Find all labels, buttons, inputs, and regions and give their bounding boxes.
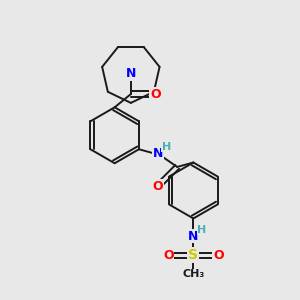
Text: S: S xyxy=(188,248,198,262)
Text: O: O xyxy=(152,180,163,193)
Text: CH₃: CH₃ xyxy=(182,269,205,279)
Text: N: N xyxy=(126,67,136,80)
Text: H: H xyxy=(162,142,171,152)
Text: N: N xyxy=(188,230,199,243)
Text: N: N xyxy=(126,67,136,80)
Text: O: O xyxy=(163,249,174,262)
Text: O: O xyxy=(150,88,160,100)
Text: N: N xyxy=(153,147,163,160)
Text: H: H xyxy=(197,225,206,235)
Text: O: O xyxy=(213,249,224,262)
